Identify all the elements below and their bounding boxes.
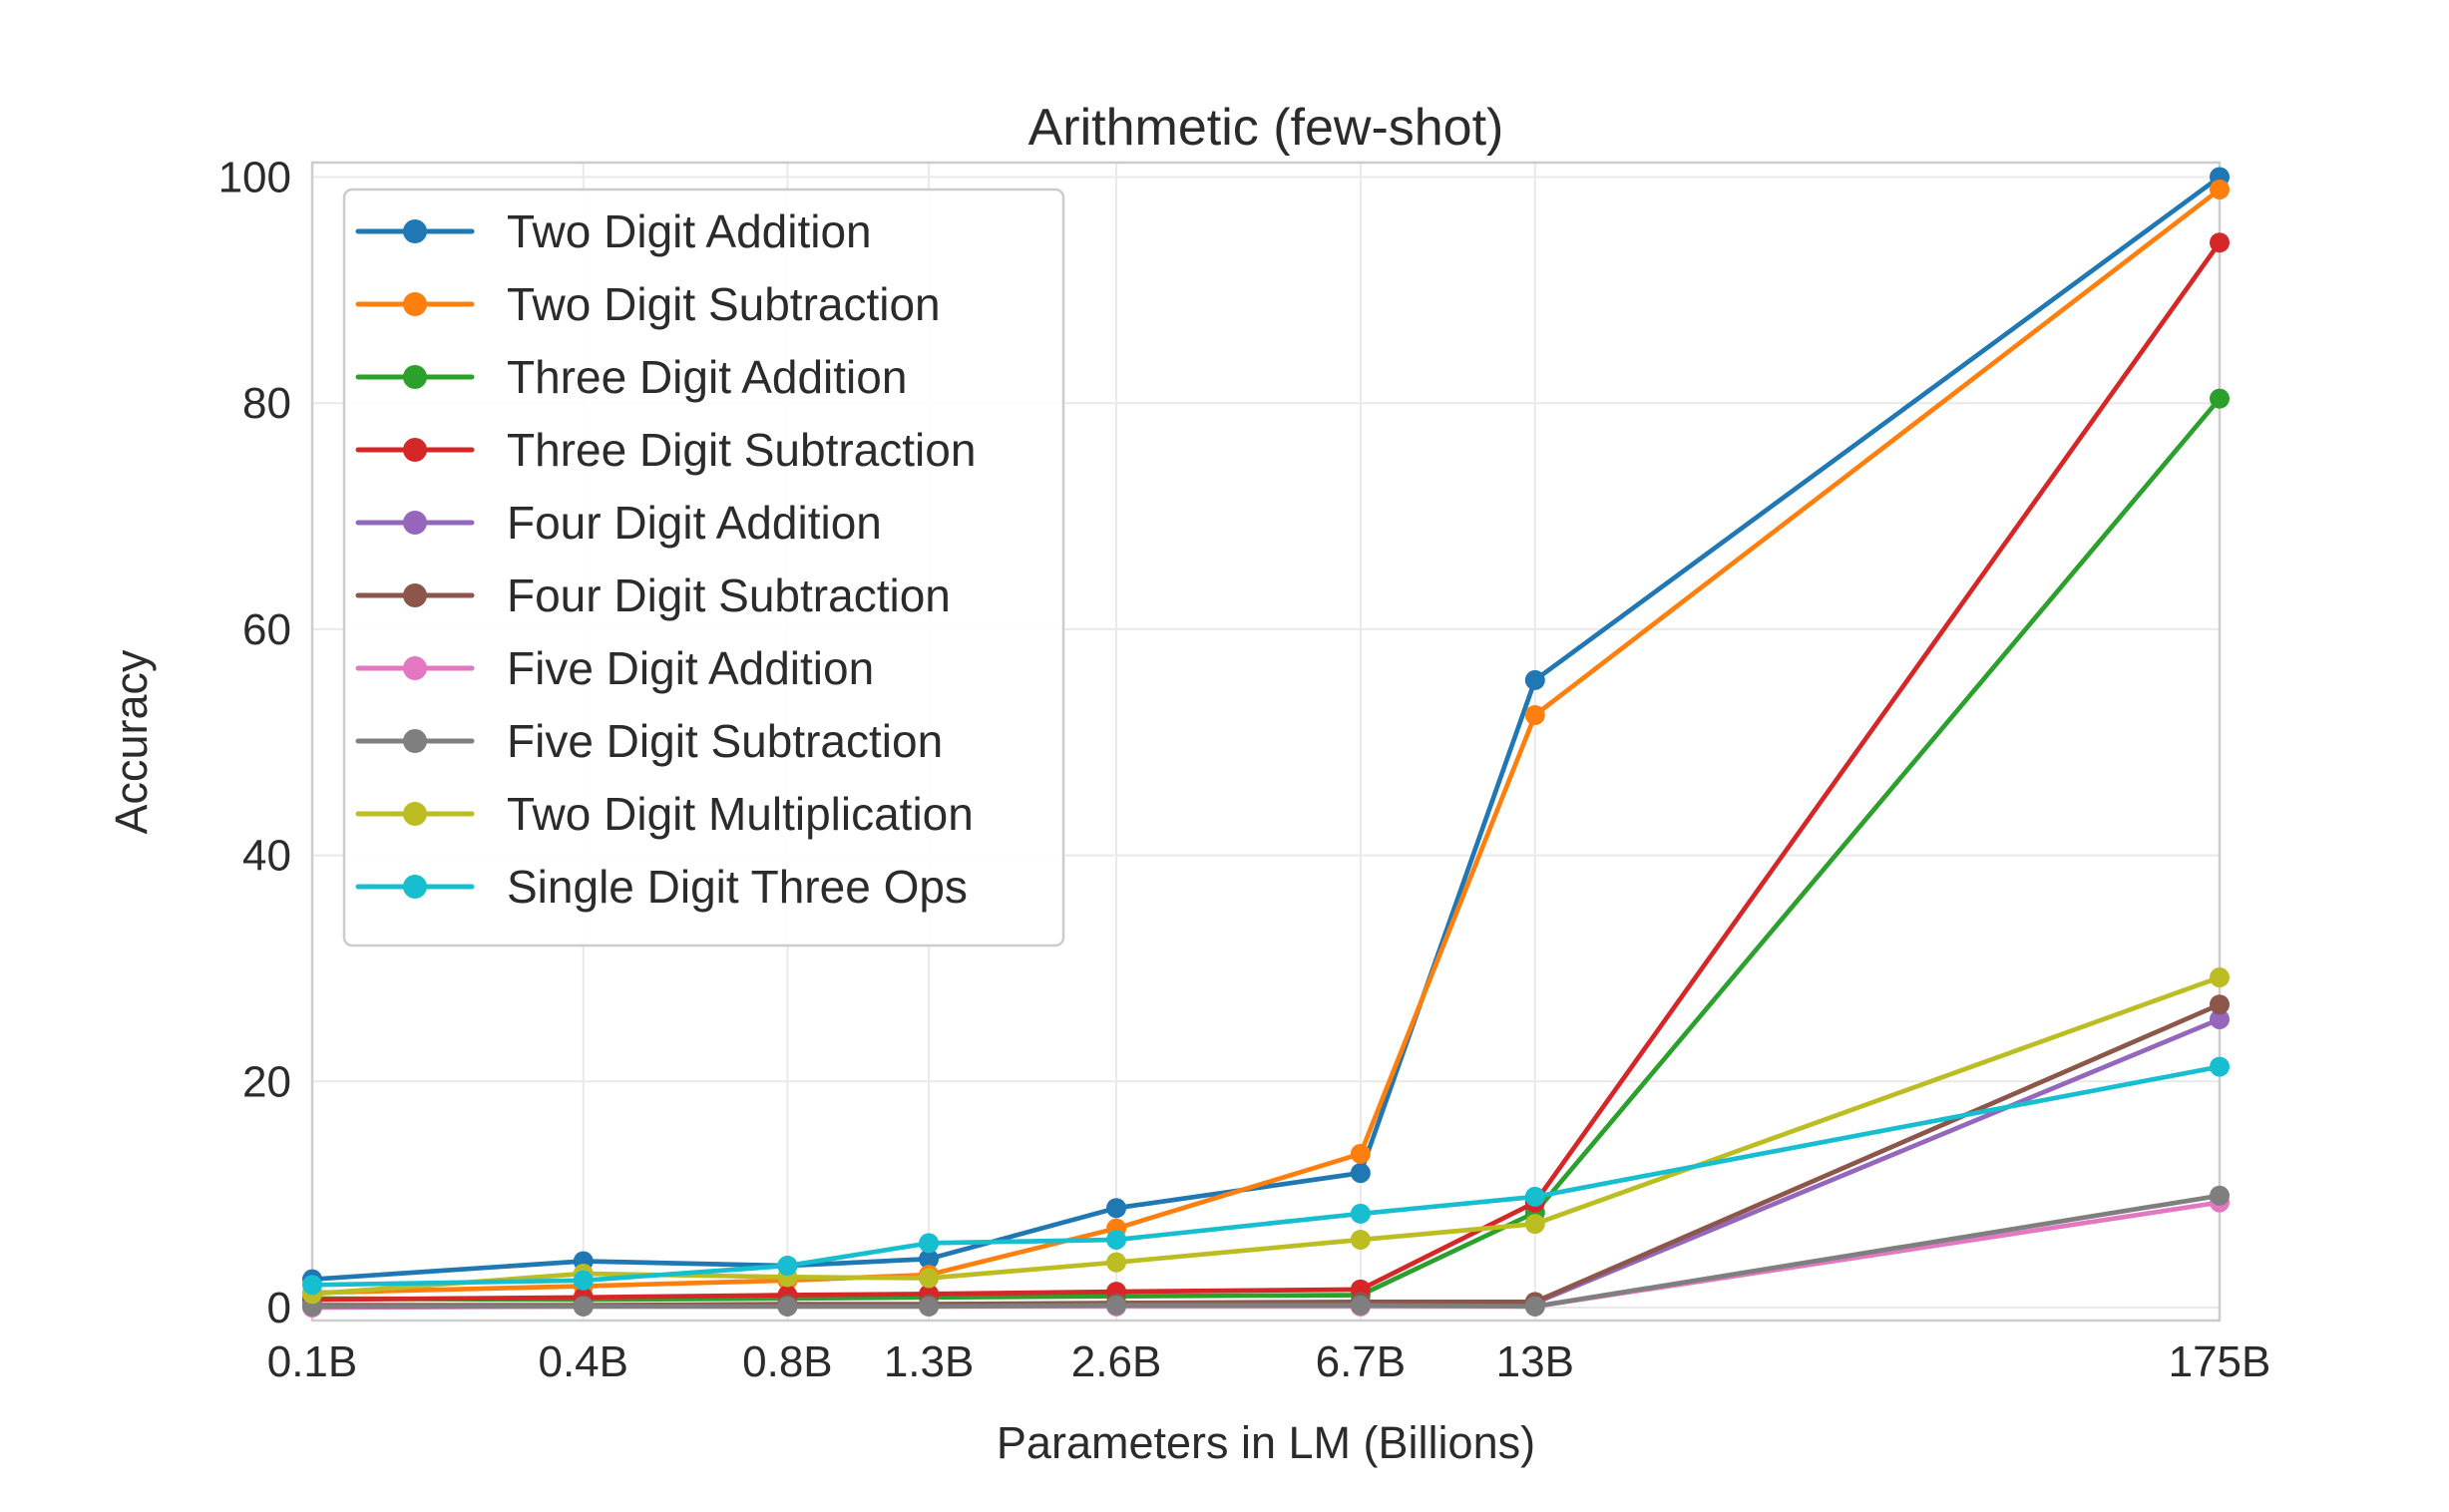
series-single-digit-three-ops xyxy=(302,1056,2230,1296)
y-tick-label: 100 xyxy=(218,154,291,202)
data-point-marker xyxy=(1524,1296,1545,1317)
legend-label: Single Digit Three Ops xyxy=(507,861,968,913)
y-tick-label: 20 xyxy=(242,1057,291,1106)
legend-item: Two Digit Addition xyxy=(355,205,872,257)
legend-item: Five Digit Addition xyxy=(355,642,874,694)
series-two-digit-multiplication xyxy=(302,967,2230,1305)
legend-marker xyxy=(403,511,427,535)
legend-item: Two Digit Subtraction xyxy=(355,278,941,330)
legend-marker xyxy=(403,438,427,462)
data-point-marker xyxy=(302,1275,322,1296)
legend-item: Four Digit Subtraction xyxy=(355,569,951,621)
legend-label: Three Digit Addition xyxy=(507,351,907,403)
data-point-marker xyxy=(1106,1229,1127,1250)
legend-box xyxy=(342,188,1065,947)
legend-marker xyxy=(403,583,427,607)
data-point-marker xyxy=(1524,669,1545,690)
data-point-marker xyxy=(1106,1198,1127,1219)
x-tick-label: 6.7B xyxy=(1316,1337,1407,1386)
data-point-marker xyxy=(919,1296,940,1317)
x-tick-label: 0.4B xyxy=(538,1337,628,1386)
legend-label: Three Digit Subtraction xyxy=(507,424,976,476)
data-point-marker xyxy=(919,1268,940,1289)
legend-item: Three Digit Addition xyxy=(355,351,907,403)
legend-label: Five Digit Subtraction xyxy=(507,715,943,767)
legend-label: Four Digit Addition xyxy=(507,497,882,549)
legend-item: Five Digit Subtraction xyxy=(355,715,943,767)
x-tick-label: 1.3B xyxy=(884,1337,975,1386)
legend-label: Two Digit Addition xyxy=(507,205,872,257)
data-point-marker xyxy=(1350,1163,1371,1184)
data-point-marker xyxy=(777,1256,798,1277)
legend-marker xyxy=(403,656,427,680)
data-point-marker xyxy=(1106,1252,1127,1273)
legend-marker xyxy=(403,219,427,243)
legend-item: Single Digit Three Ops xyxy=(355,861,968,913)
data-point-marker xyxy=(573,1296,594,1317)
x-tick-label: 13B xyxy=(1496,1337,1574,1386)
data-point-marker xyxy=(1350,1295,1371,1316)
data-point-marker xyxy=(2210,967,2230,988)
x-tick-label: 175B xyxy=(2169,1337,2271,1386)
legend-label: Two Digit Multiplication xyxy=(507,788,974,840)
series-line xyxy=(309,175,2223,1283)
data-point-marker xyxy=(2210,232,2230,253)
series-line xyxy=(309,187,2223,1296)
plot-border xyxy=(310,161,2222,1323)
x-tick-label: 2.6B xyxy=(1071,1337,1162,1386)
legend-label: Four Digit Subtraction xyxy=(507,569,951,621)
legend-label: Two Digit Subtraction xyxy=(507,278,941,330)
chart-title: Arithmetic (few-shot) xyxy=(1028,99,1504,157)
data-point-marker xyxy=(1524,705,1545,726)
data-point-marker xyxy=(1350,1203,1371,1224)
data-point-marker xyxy=(919,1249,940,1270)
x-axis-label: Parameters in LM (Billions) xyxy=(997,1417,1535,1468)
series-line xyxy=(309,1064,2223,1288)
series-line xyxy=(309,239,2223,1303)
data-point-marker xyxy=(2210,1008,2230,1029)
data-point-marker xyxy=(2210,1056,2230,1077)
legend-label: Five Digit Addition xyxy=(507,642,874,694)
data-point-marker xyxy=(2210,179,2230,199)
legend-marker xyxy=(403,729,427,753)
data-point-marker xyxy=(919,1233,940,1254)
axes-spines xyxy=(310,161,2222,1323)
y-tick-label: 60 xyxy=(242,605,291,654)
data-point-marker xyxy=(1350,1143,1371,1164)
data-point-marker xyxy=(2210,388,2230,409)
data-point-marker xyxy=(1524,1186,1545,1207)
series-five-digit-subtraction xyxy=(302,1185,2230,1317)
tick-labels: 0.1B 0.4B 0.8B 1.3B 2.6B 6.7B 13B 175B 0 20 40 60 80… xyxy=(218,154,2271,1387)
data-point-marker xyxy=(1106,1295,1127,1316)
legend-item: Two Digit Multiplication xyxy=(355,788,974,840)
legend-marker xyxy=(403,875,427,899)
series-line xyxy=(309,974,2223,1297)
series-layer xyxy=(302,167,2230,1318)
data-point-marker xyxy=(573,1270,594,1291)
legend-item: Three Digit Subtraction xyxy=(355,424,976,476)
legend-marker xyxy=(403,802,427,826)
data-point-marker xyxy=(2210,994,2230,1015)
legend: Two Digit Addition Two Digit Subtraction T… xyxy=(342,188,1065,947)
y-tick-label: 0 xyxy=(267,1284,291,1332)
data-point-marker xyxy=(777,1296,798,1317)
data-point-marker xyxy=(2210,1185,2230,1206)
y-tick-label: 80 xyxy=(242,379,291,428)
legend-item: Four Digit Addition xyxy=(355,497,882,549)
x-tick-label: 0.1B xyxy=(267,1337,358,1386)
y-axis-label: Accuracy xyxy=(106,649,157,835)
data-point-marker xyxy=(1350,1229,1371,1250)
legend-marker xyxy=(403,365,427,389)
legend-marker xyxy=(403,292,427,316)
series-four-digit-subtraction xyxy=(302,994,2230,1316)
data-point-marker xyxy=(1524,1214,1545,1235)
x-tick-label: 0.8B xyxy=(742,1337,833,1386)
series-line xyxy=(309,1193,2223,1310)
y-tick-label: 40 xyxy=(242,832,291,881)
